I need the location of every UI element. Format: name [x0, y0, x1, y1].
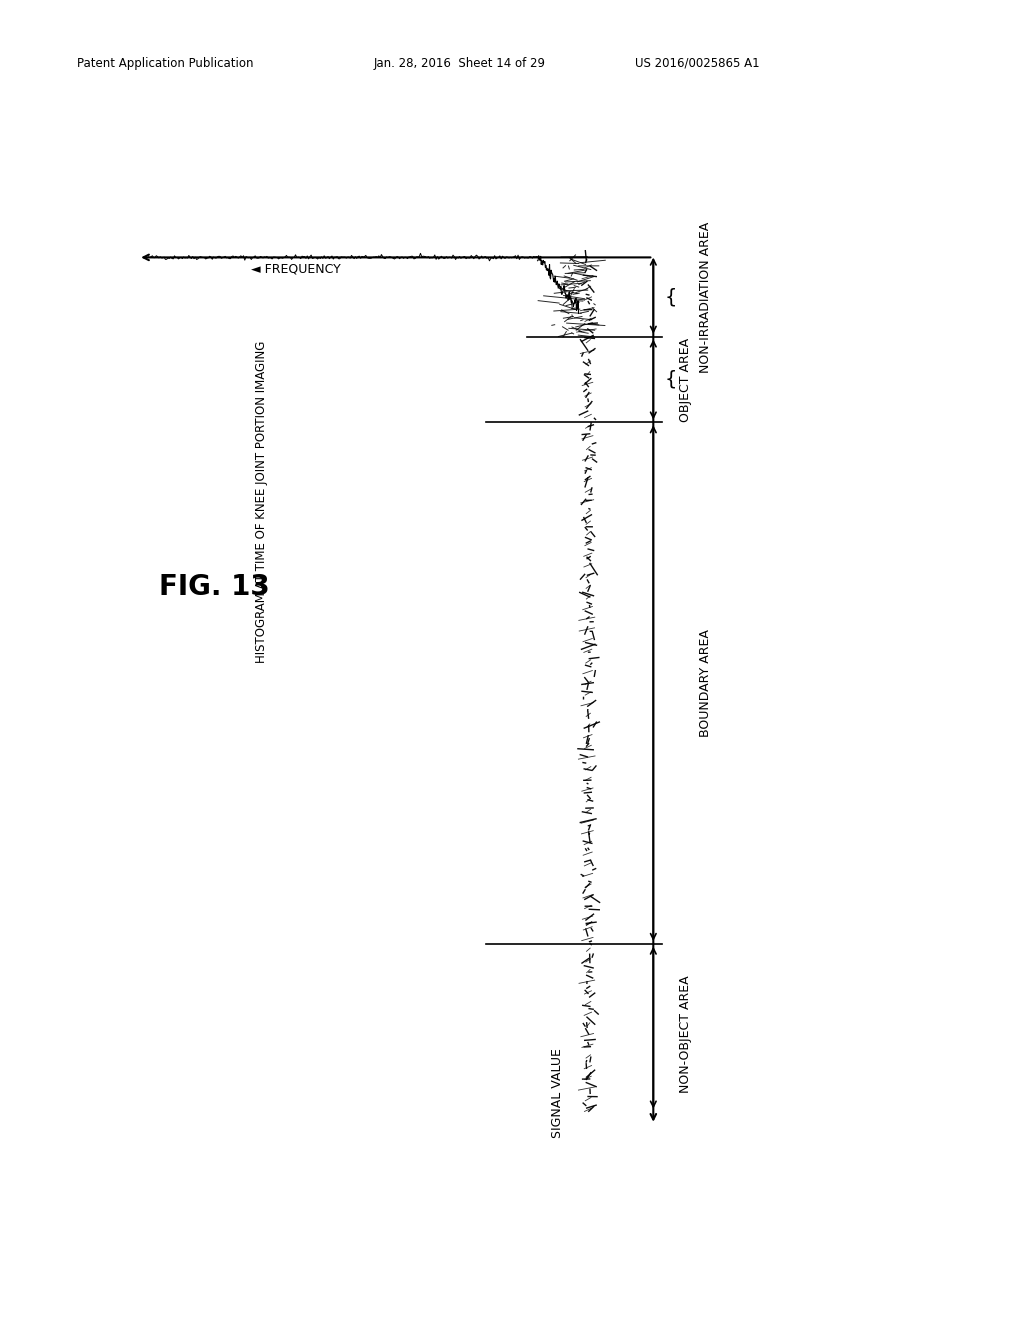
Text: FIG. 13: FIG. 13 — [159, 573, 269, 602]
Text: US 2016/0025865 A1: US 2016/0025865 A1 — [635, 57, 760, 70]
Text: NON-IRRADIATION AREA: NON-IRRADIATION AREA — [699, 222, 713, 372]
Text: Jan. 28, 2016  Sheet 14 of 29: Jan. 28, 2016 Sheet 14 of 29 — [374, 57, 546, 70]
Text: ◄ FREQUENCY: ◄ FREQUENCY — [251, 263, 341, 276]
Text: HISTOGRAM AT TIME OF KNEE JOINT PORTION IMAGING: HISTOGRAM AT TIME OF KNEE JOINT PORTION … — [255, 341, 267, 663]
Text: {: { — [665, 370, 677, 389]
Text: OBJECT AREA: OBJECT AREA — [679, 338, 692, 421]
Text: SIGNAL VALUE: SIGNAL VALUE — [551, 1048, 564, 1138]
Text: {: { — [665, 288, 677, 306]
Text: Patent Application Publication: Patent Application Publication — [77, 57, 253, 70]
Text: BOUNDARY AREA: BOUNDARY AREA — [699, 630, 713, 737]
Text: NON-OBJECT AREA: NON-OBJECT AREA — [679, 975, 692, 1093]
